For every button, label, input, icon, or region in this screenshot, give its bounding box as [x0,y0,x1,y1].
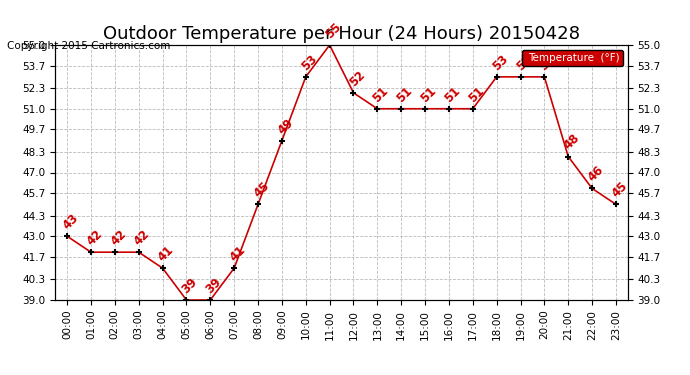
Text: 42: 42 [84,228,105,248]
Text: 53: 53 [538,52,558,73]
Text: 43: 43 [60,211,81,232]
Text: 41: 41 [156,243,177,264]
Text: 55: 55 [323,20,344,41]
Legend: Temperature  (°F): Temperature (°F) [522,50,622,66]
Text: 51: 51 [466,84,486,105]
Text: 46: 46 [585,164,606,184]
Text: Copyright 2015 Cartronics.com: Copyright 2015 Cartronics.com [7,41,170,51]
Title: Outdoor Temperature per Hour (24 Hours) 20150428: Outdoor Temperature per Hour (24 Hours) … [103,26,580,44]
Text: 42: 42 [108,228,128,248]
Text: 39: 39 [179,275,200,296]
Text: 51: 51 [442,84,463,105]
Text: 45: 45 [609,180,630,200]
Text: 53: 53 [299,52,319,73]
Text: 42: 42 [132,228,152,248]
Text: 41: 41 [227,243,248,264]
Text: 51: 51 [394,84,415,105]
Text: 45: 45 [251,180,272,200]
Text: 48: 48 [561,132,582,153]
Text: 51: 51 [418,84,439,105]
Text: 49: 49 [275,116,296,136]
Text: 52: 52 [346,68,367,89]
Text: 53: 53 [490,52,511,73]
Text: 53: 53 [513,52,534,73]
Text: 51: 51 [371,84,391,105]
Text: 39: 39 [204,275,224,296]
